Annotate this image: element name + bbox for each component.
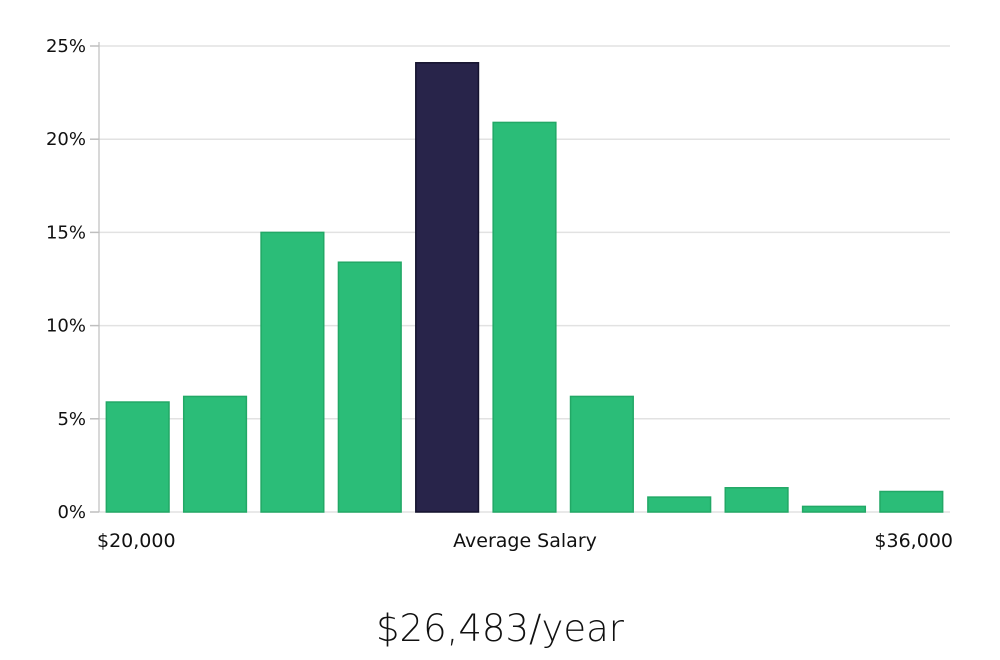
bar [801, 505, 867, 513]
y-tick-label: 0% [57, 502, 86, 523]
bar [337, 261, 402, 513]
salary-histogram: 0%5%10%15%20%25% $20,000 Average Salary … [46, 36, 953, 552]
y-tick-label: 10% [46, 316, 86, 337]
bar [569, 395, 634, 513]
bar [182, 395, 248, 513]
bars [105, 62, 944, 513]
y-tick-label: 25% [46, 36, 86, 57]
bar [724, 487, 789, 513]
bar [492, 121, 557, 513]
x-start-label: $20,000 [97, 530, 176, 552]
y-tick-label: 5% [57, 409, 86, 430]
bar [105, 401, 170, 513]
x-axis-title: Average Salary [453, 530, 597, 552]
bar [879, 490, 944, 513]
bar-highlighted [415, 62, 480, 513]
bar [647, 496, 712, 513]
y-axis-ticks: 0% 5% 10% 15% 20% 25% [46, 36, 99, 523]
y-tick-label: 20% [46, 129, 86, 150]
x-end-label: $36,000 [874, 530, 953, 552]
average-salary-value: $26,483/year [375, 607, 624, 650]
y-tick-label: 15% [46, 222, 86, 243]
bar [260, 231, 325, 513]
